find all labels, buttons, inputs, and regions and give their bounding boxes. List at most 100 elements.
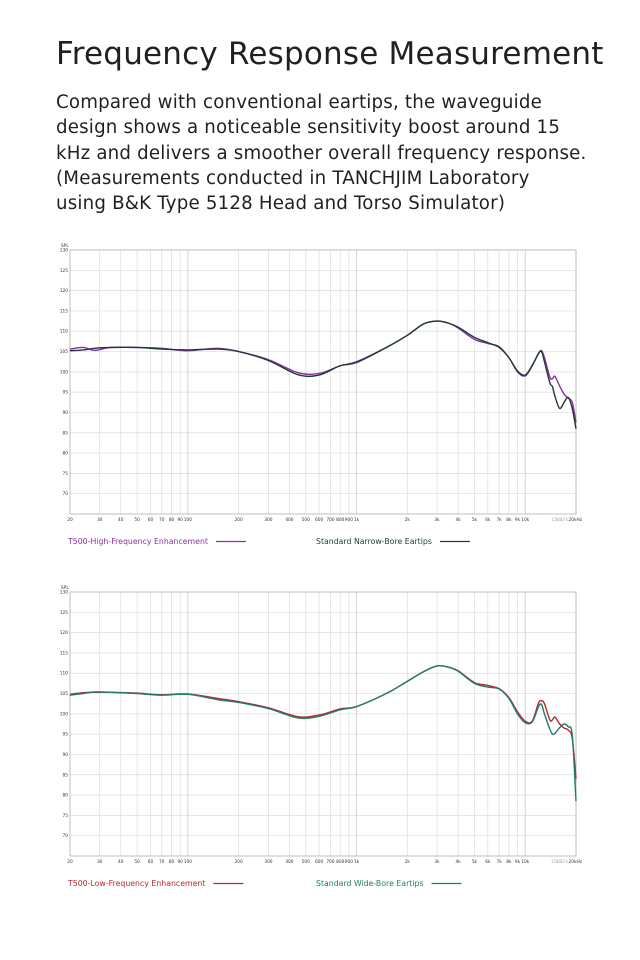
x-tick-label: 5k <box>472 859 478 865</box>
x-tick-label: 60 <box>148 517 154 523</box>
x-tick-label: 8k <box>506 517 512 523</box>
x-tick-label: 800 <box>336 517 344 523</box>
y-tick-label: 105 <box>60 349 68 355</box>
y-tick-label: 90 <box>63 752 69 758</box>
plot-frame <box>69 249 577 515</box>
y-tick-label: 70 <box>63 491 69 497</box>
x-tick-label: 8k <box>506 859 512 865</box>
legend-label-1: Standard Wide-Bore Eartips <box>316 879 424 888</box>
x-tick-label: 20 <box>67 859 73 865</box>
x-tick-label: 10k <box>521 517 529 523</box>
x-tick-label: 400 <box>285 859 293 865</box>
y-tick-label: 80 <box>63 451 69 457</box>
x-tick-label: 70 <box>159 517 165 523</box>
y-tick-label: 120 <box>60 288 68 294</box>
series-line-0 <box>69 664 577 779</box>
y-tick-label: 75 <box>63 813 69 819</box>
x-tick-label: 700 <box>326 859 334 865</box>
x-tick-label: 7k <box>496 517 502 523</box>
legend-label-0: T500-Low-Frequency Enhancement <box>67 879 205 888</box>
y-tick-label: 120 <box>60 630 68 636</box>
y-axis-label: SPL <box>61 243 69 249</box>
y-tick-label: 130 <box>60 248 68 254</box>
frequency-response-chart-low: SPL 130 125 120 115 110 105 100 95 90 85 80 75 70 20 30… <box>52 580 588 892</box>
x-tick-label: 100 <box>184 859 192 865</box>
x-tick-label: 1k <box>354 859 360 865</box>
plot-frame <box>69 591 577 857</box>
x-tick-label: 9k <box>515 517 521 523</box>
x-tick-label: 80 <box>169 517 175 523</box>
x-tick-label: 200 <box>235 517 243 523</box>
x-tick-label: 5k <box>472 517 478 523</box>
y-axis-label: SPL <box>61 585 69 591</box>
y-tick-label: 90 <box>63 410 69 416</box>
y-tick-label: 70 <box>63 833 69 839</box>
x-tick-label: 16k <box>556 517 564 523</box>
page-description: Compared with conventional eartips, the … <box>56 92 587 215</box>
y-tick-label: 125 <box>60 268 68 274</box>
x-tick-label: 300 <box>264 517 272 523</box>
y-tick-label: 95 <box>63 390 69 396</box>
x-tick-label: 50 <box>134 517 140 523</box>
x-tick-label: 15k <box>551 859 559 865</box>
x-tick-label: 70 <box>159 859 165 865</box>
x-tick-label: 15k <box>551 517 559 523</box>
y-tick-label: 95 <box>63 732 69 738</box>
y-tick-label: 115 <box>60 650 68 656</box>
x-tick-label: 2k <box>405 859 411 865</box>
x-tick-label: 40 <box>118 517 124 523</box>
x-tick-label: 900 <box>345 859 353 865</box>
x-tick-label: 700 <box>326 517 334 523</box>
x-tick-label: 7k <box>496 859 502 865</box>
x-tick-label: 20kHz <box>569 859 583 865</box>
y-tick-label: 110 <box>60 671 68 677</box>
y-tick-label: 85 <box>63 772 69 778</box>
y-tick-label: 80 <box>63 793 69 799</box>
x-tick-label: 20kHz <box>569 517 583 523</box>
y-tick-label: 115 <box>60 308 68 314</box>
y-tick-label: 130 <box>60 590 68 596</box>
x-tick-label: 200 <box>235 859 243 865</box>
x-tick-label: 10k <box>521 859 529 865</box>
x-tick-label: 90 <box>177 859 183 865</box>
y-tick-label: 75 <box>63 471 69 477</box>
x-tick-label: 6k <box>485 517 491 523</box>
x-tick-label: 900 <box>345 517 353 523</box>
legend-label-1: Standard Narrow-Bore Eartips <box>316 537 432 546</box>
x-tick-label: 800 <box>336 859 344 865</box>
legend-label-0: T500-High-Frequency Enhancement <box>67 537 208 546</box>
x-tick-label: 4k <box>455 517 461 523</box>
y-tick-label: 105 <box>60 691 68 697</box>
x-tick-label: 30 <box>97 859 103 865</box>
x-tick-label: 4k <box>455 859 461 865</box>
x-tick-label: 40 <box>118 859 124 865</box>
x-tick-label: 17k <box>560 517 568 523</box>
x-tick-label: 17k <box>560 859 568 865</box>
x-tick-label: 500 <box>302 859 310 865</box>
x-tick-label: 30 <box>97 517 103 523</box>
x-tick-label: 3k <box>434 517 440 523</box>
y-tick-label: 125 <box>60 610 68 616</box>
x-tick-label: 50 <box>134 859 140 865</box>
x-tick-label: 1k <box>354 517 360 523</box>
x-tick-label: 600 <box>315 517 323 523</box>
x-tick-label: 90 <box>177 517 183 523</box>
x-tick-label: 20 <box>67 517 73 523</box>
y-tick-label: 85 <box>63 430 69 436</box>
page-title: Frequency Response Measurement <box>56 36 604 72</box>
series-line-1 <box>69 664 577 802</box>
x-tick-label: 100 <box>184 517 192 523</box>
x-tick-label: 2k <box>405 517 411 523</box>
x-tick-label: 600 <box>315 859 323 865</box>
x-tick-label: 80 <box>169 859 175 865</box>
x-tick-label: 400 <box>285 517 293 523</box>
x-tick-label: 60 <box>148 859 154 865</box>
y-tick-label: 110 <box>60 329 68 335</box>
x-tick-label: 3k <box>434 859 440 865</box>
series-line-1 <box>69 320 577 429</box>
y-tick-label: 100 <box>60 369 68 375</box>
frequency-response-chart-high: SPL 130 125 120 115 110 105 100 95 90 85 80 75 70 20 30… <box>52 238 588 550</box>
x-tick-label: 9k <box>515 859 521 865</box>
